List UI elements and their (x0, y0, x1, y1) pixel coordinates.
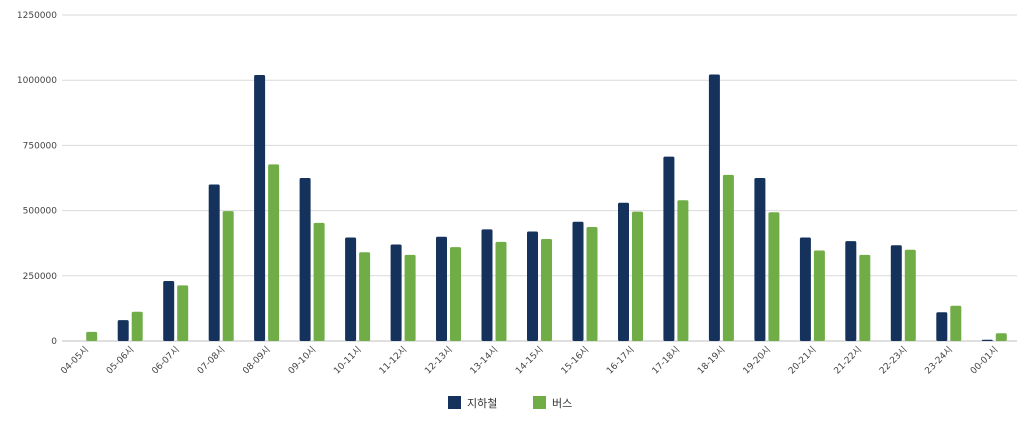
bar-bus (859, 254, 871, 341)
bar-subway (208, 184, 220, 341)
bar-bus (131, 311, 143, 341)
x-tick-label: 12-13시 (423, 344, 455, 376)
bar-bus (904, 249, 916, 341)
x-tick-label: 06-07시 (150, 344, 182, 376)
bar-subway (845, 241, 857, 341)
x-tick-label: 00-01시 (968, 344, 1000, 376)
bar-bus (995, 333, 1007, 341)
bar-bus (495, 241, 507, 341)
legend-swatch-bus (533, 396, 546, 409)
bar-bus (222, 211, 234, 341)
x-tick-label: 23-24시 (923, 344, 955, 376)
x-tick-label: 09-10시 (286, 344, 318, 376)
bar-bus (541, 239, 552, 341)
x-tick-label: 05-06시 (104, 344, 136, 376)
legend-label-bus: 버스 (552, 397, 572, 410)
bar-bus (677, 200, 689, 341)
bar-subway (890, 245, 902, 341)
bar-bus (450, 247, 461, 341)
bar-bus (359, 252, 371, 341)
x-tick-label: 14-15시 (513, 344, 545, 376)
bar-subway (163, 281, 175, 341)
x-tick-label: 10-11시 (332, 344, 364, 376)
bar-bus (722, 174, 734, 341)
bar-subway (436, 236, 447, 341)
x-tick-label: 16-17시 (604, 344, 636, 376)
bar-bus (768, 212, 780, 341)
bar-subway (572, 221, 584, 341)
x-tick-label: 17-18시 (650, 344, 682, 376)
bar-bus (313, 222, 325, 341)
y-tick-label: 750000 (23, 141, 58, 151)
bar-subway (663, 156, 675, 341)
bars (86, 74, 1007, 341)
x-tick-label: 13-14시 (468, 344, 500, 376)
x-tick-label: 20-21시 (786, 344, 818, 376)
legend-label-subway: 지하철 (467, 396, 497, 410)
bar-bus (177, 285, 189, 341)
y-tick-label: 1250000 (17, 11, 57, 21)
y-axis-ticks: 0 250000 500000 750000 1000000 1250000 (17, 11, 57, 347)
bar-bus (404, 254, 416, 341)
bar-subway (981, 339, 993, 341)
x-tick-label: 11-12시 (377, 344, 409, 376)
bar-subway (345, 237, 357, 341)
bar-bus (86, 331, 98, 341)
gridlines (62, 14, 1017, 342)
y-tick-label: 0 (51, 337, 57, 347)
bar-bus (586, 227, 598, 341)
y-tick-label: 1000000 (17, 76, 57, 86)
y-tick-label: 500000 (23, 207, 58, 217)
x-tick-label: 04-05시 (59, 344, 91, 376)
bar-subway (799, 237, 811, 341)
bar-subway (299, 178, 311, 341)
x-tick-label: 07-08시 (195, 344, 227, 376)
bar-subway (936, 312, 948, 341)
bar-bus (268, 164, 280, 341)
bar-subway (390, 244, 402, 341)
x-tick-label: 19-20시 (741, 344, 773, 376)
bar-subway (481, 229, 493, 341)
bar-bus (950, 305, 962, 341)
y-tick-label: 250000 (23, 272, 58, 282)
x-tick-label: 15-16시 (559, 344, 591, 376)
bar-subway (254, 75, 266, 341)
bar-subway (708, 74, 720, 341)
x-tick-label: 22-23시 (877, 344, 909, 376)
bar-subway (618, 202, 629, 341)
x-tick-label: 21-22시 (832, 344, 864, 376)
x-tick-label: 08-09시 (241, 344, 273, 376)
legend: 지하철 버스 (448, 396, 572, 410)
legend-swatch-subway (448, 396, 461, 409)
bar-bus (632, 211, 643, 341)
bar-subway (117, 320, 129, 341)
x-axis-ticks: 04-05시 05-06시 06-07시 07-08시 08-09시 09-10시 10-1… (59, 344, 1001, 376)
bar-subway (527, 231, 538, 341)
bar-bus (813, 250, 825, 341)
bar-subway (754, 178, 766, 341)
x-tick-label: 18-19시 (695, 344, 727, 376)
